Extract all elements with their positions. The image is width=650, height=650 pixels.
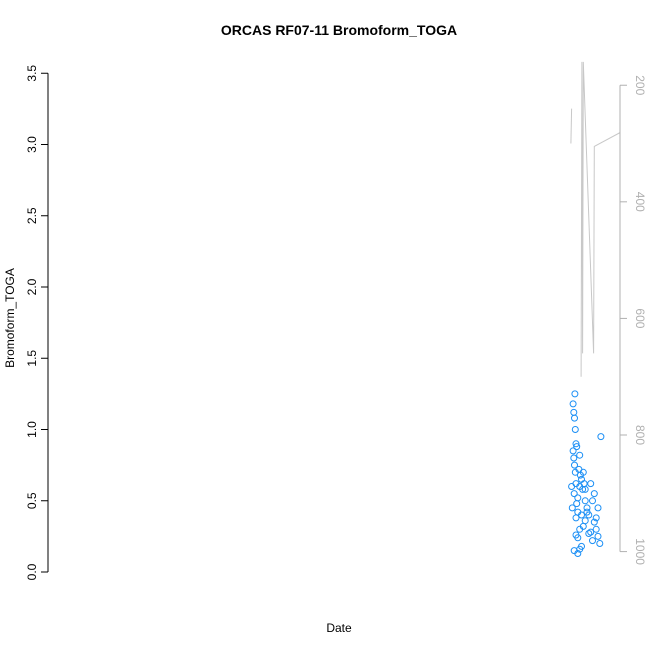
data-point-flight-4 — [576, 525, 584, 533]
altitude-line-5 — [570, 108, 573, 144]
altitude-track-layer — [570, 61, 620, 377]
y2-tick-label: 200 — [633, 75, 647, 95]
data-point-flight-4 — [571, 414, 578, 422]
data-point-flight-4 — [571, 390, 579, 398]
y-tick-label: 3.0 — [25, 136, 39, 153]
data-point-flight-4 — [574, 550, 582, 557]
y-tick-label: 3.5 — [25, 65, 39, 82]
data-point-flight-4 — [570, 454, 578, 462]
data-point-flight-4 — [570, 408, 578, 416]
y2-tick-label: 400 — [633, 192, 647, 212]
data-point-flight-4 — [568, 483, 576, 490]
y-tick-label: 2.0 — [25, 278, 39, 295]
data-point-flight-4 — [572, 440, 580, 448]
data-point-flight-4 — [571, 426, 579, 433]
data-point-flight-4 — [583, 504, 591, 512]
y-tick-label: 0.0 — [25, 563, 39, 580]
data-point-flight-4 — [594, 532, 602, 540]
data-point-flight-4 — [578, 511, 585, 519]
data-point-flight-4 — [596, 540, 604, 547]
data-point-flight-4 — [573, 443, 581, 451]
data-point-flight-4 — [581, 485, 589, 493]
y-tick-label: 1.5 — [25, 350, 39, 367]
y2-tick-label: 1000 — [633, 538, 647, 565]
data-point-flight-4 — [573, 500, 581, 508]
data-point-flight-4 — [590, 518, 598, 526]
data-points-layer — [568, 390, 605, 557]
data-point-flight-4 — [572, 531, 580, 539]
data-point-flight-4 — [589, 497, 596, 505]
data-point-flight-4 — [590, 490, 598, 498]
data-point-flight-4 — [592, 514, 600, 522]
axes-layer: 0.00.51.01.52.02.53.03.5Feb 04Feb 092004… — [25, 65, 647, 581]
data-point-flight-4 — [569, 447, 577, 455]
chart-title: ORCAS RF07-11 Bromoform_TOGA — [221, 22, 457, 38]
data-point-flight-4 — [571, 461, 578, 469]
data-point-flight-4 — [594, 504, 602, 512]
data-point-flight-4 — [579, 485, 587, 493]
data-point-flight-4 — [581, 497, 589, 505]
y-tick-label: 2.5 — [25, 207, 39, 224]
y-tick-label: 0.5 — [25, 492, 39, 509]
data-point-flight-4 — [581, 517, 589, 525]
data-point-flight-4 — [587, 528, 595, 536]
y2-tick-label: 800 — [633, 425, 647, 445]
y-tick-label: 1.0 — [25, 421, 39, 438]
plot-frame — [59, 59, 620, 572]
y2-tick-label: 600 — [633, 308, 647, 328]
data-point-flight-4 — [597, 433, 605, 441]
data-point-flight-4 — [574, 494, 582, 502]
data-point-flight-4 — [569, 400, 577, 408]
data-point-flight-4 — [589, 537, 596, 545]
data-point-flight-4 — [587, 480, 595, 488]
data-point-flight-4 — [570, 490, 578, 498]
data-point-flight-4 — [576, 451, 584, 459]
data-point-flight-4 — [571, 468, 579, 476]
y-axis-label: Bromoform_TOGA — [3, 268, 17, 368]
data-point-flight-4 — [592, 525, 600, 533]
data-point-flight-4 — [585, 530, 593, 537]
data-point-flight-4 — [568, 504, 576, 512]
data-point-flight-4 — [583, 508, 591, 516]
x-axis-label: Date — [326, 621, 352, 635]
